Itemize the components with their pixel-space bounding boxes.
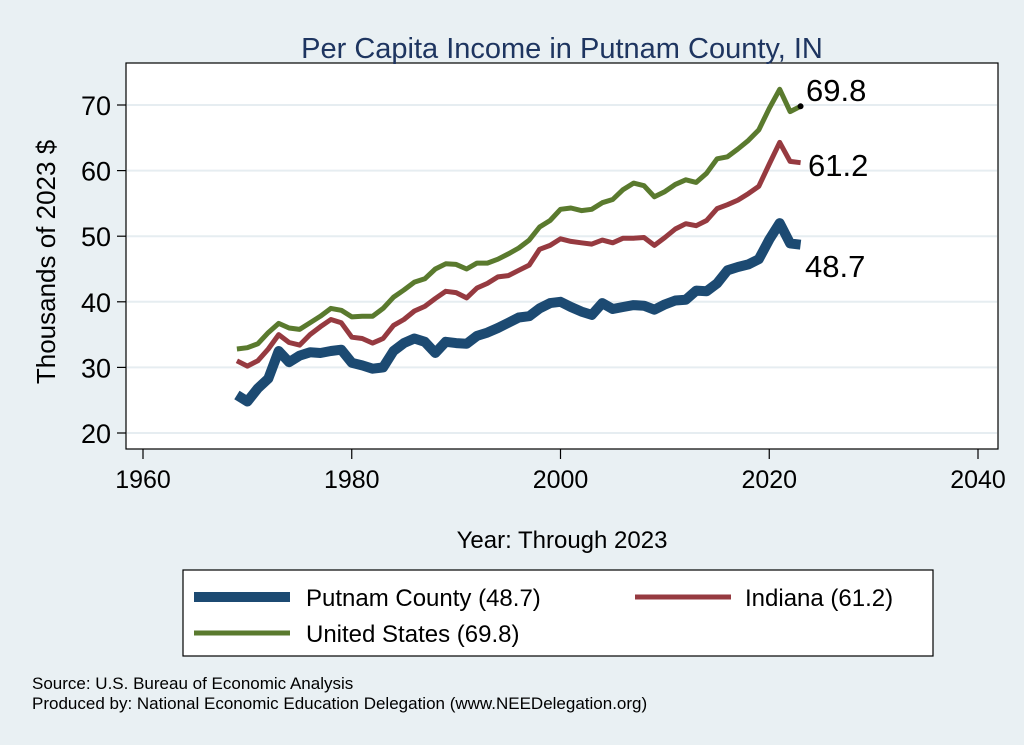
x-tick-label: 2040 <box>950 466 1006 494</box>
y-axis: 20 30 40 50 60 70 <box>81 91 126 449</box>
producer-note: Produced by: National Economic Education… <box>32 694 647 713</box>
end-label-us: 69.8 <box>806 73 866 108</box>
series-line-putnam <box>234 218 802 407</box>
us-end-marker <box>797 103 804 110</box>
y-tick-label: 60 <box>81 157 111 187</box>
series-lines <box>234 86 802 407</box>
legend-label-putnam: Putnam County (48.7) <box>306 585 541 612</box>
y-tick-label: 20 <box>81 419 111 449</box>
x-tick-label: 2020 <box>741 466 797 494</box>
x-tick-label: 1980 <box>324 466 380 494</box>
source-note: Source: U.S. Bureau of Economic Analysis <box>32 674 353 693</box>
y-tick-label: 70 <box>81 91 111 121</box>
x-tick-label: 2000 <box>533 466 589 494</box>
series-line-indiana <box>235 139 801 369</box>
chart-title: Per Capita Income in Putnam County, IN <box>301 33 823 65</box>
end-label-putnam: 48.7 <box>805 249 865 284</box>
end-label-indiana: 61.2 <box>808 148 868 183</box>
legend-label-indiana: Indiana (61.2) <box>745 585 893 612</box>
legend-label-us: United States (69.8) <box>306 621 519 648</box>
y-axis-label: Thousands of 2023 $ <box>31 139 61 384</box>
x-axis: 1960 1980 2000 2020 2040 <box>115 449 1006 494</box>
y-tick-label: 30 <box>81 353 111 383</box>
x-tick-label: 1960 <box>115 466 171 494</box>
series-line-us <box>236 86 802 352</box>
x-axis-label: Year: Through 2023 <box>457 527 668 554</box>
legend: Putnam County (48.7) Indiana (61.2) Unit… <box>182 569 934 657</box>
y-tick-label: 50 <box>81 222 111 252</box>
end-labels: 48.7 61.2 69.8 <box>797 73 868 284</box>
plot-area <box>125 62 999 450</box>
y-tick-label: 40 <box>81 288 111 318</box>
